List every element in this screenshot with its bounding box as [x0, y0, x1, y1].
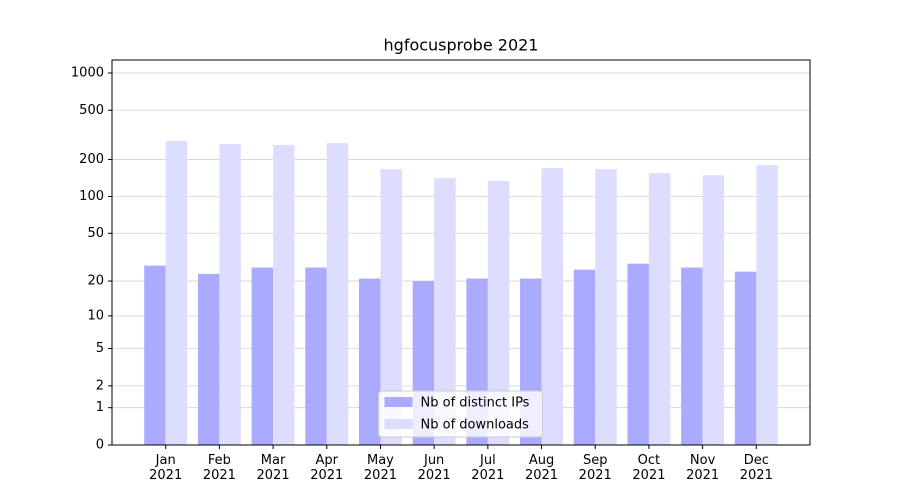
bar: [305, 267, 327, 445]
x-tick-label: Aug 2021: [524, 453, 559, 483]
bar: [648, 173, 671, 445]
y-tick-label: 50: [87, 226, 104, 241]
x-tick-label: Apr 2021: [310, 453, 344, 483]
bar: [702, 175, 725, 445]
legend: Nb of distinct IPs Nb of downloads: [378, 390, 543, 438]
y-tick-label: 0: [96, 438, 104, 453]
x-tick-label: Nov 2021: [686, 453, 720, 483]
bar: [627, 263, 649, 445]
x-tick-label: May 2021: [363, 453, 397, 483]
bar: [144, 265, 166, 445]
x-tick-label: Jan 2021: [149, 453, 183, 483]
x-tick-label: Jun 2021: [417, 453, 451, 483]
y-tick-label: 200: [79, 152, 104, 167]
y-tick-label: 2: [96, 378, 104, 393]
x-tick-label: Dec 2021: [739, 453, 773, 483]
x-tick-label: Oct 2021: [632, 453, 666, 483]
x-tick-label: Jul 2021: [471, 453, 505, 483]
bar: [165, 141, 188, 445]
bar: [681, 267, 703, 445]
legend-swatch: [384, 397, 413, 407]
y-tick-label: 100: [79, 189, 104, 204]
bar: [273, 144, 295, 445]
bar: [358, 278, 381, 445]
y-tick-label: 10: [87, 308, 104, 323]
legend-swatch: [384, 419, 413, 429]
y-tick-label: 1000: [71, 65, 104, 80]
bar: [573, 269, 596, 445]
bar: [380, 169, 402, 445]
x-tick-label: Mar 2021: [256, 453, 290, 483]
bar: [595, 169, 617, 445]
legend-label: Nb of downloads: [421, 418, 530, 433]
bar: [197, 273, 220, 445]
bar: [251, 267, 274, 445]
y-tick-label: 5: [96, 341, 104, 356]
legend-box: [378, 390, 543, 438]
y-tick-label: 500: [79, 103, 104, 118]
bar: [487, 180, 510, 445]
bar: [734, 271, 757, 445]
x-tick-label: Feb 2021: [202, 453, 236, 483]
legend-label: Nb of distinct IPs: [421, 396, 530, 411]
bar: [434, 178, 456, 446]
bar: [326, 143, 349, 445]
y-tick-label: 20: [87, 274, 104, 289]
bar: [541, 168, 564, 445]
bar: [756, 165, 778, 445]
y-tick-label: 1: [96, 400, 104, 415]
chart-title: hgfocusprobe 2021: [384, 36, 539, 55]
bar: [219, 144, 241, 445]
plot-frame: [111, 59, 811, 446]
x-tick-label: Sep 2021: [578, 453, 612, 483]
